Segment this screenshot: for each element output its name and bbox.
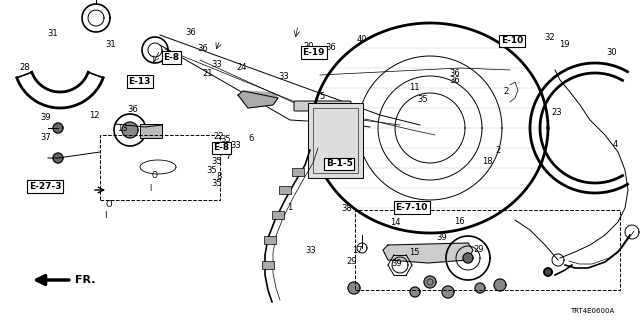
Circle shape [463,253,473,263]
Text: E-19: E-19 [302,48,325,57]
Text: 32: 32 [544,33,554,42]
Text: 38: 38 [342,204,352,213]
Text: I: I [149,183,151,193]
Text: 33: 33 [230,141,241,150]
Text: 8: 8 [216,172,221,181]
Text: E-10: E-10 [501,36,523,45]
Text: 30: 30 [606,48,616,57]
Text: 39: 39 [436,233,447,242]
Text: 35: 35 [220,135,230,144]
Bar [272,211,284,219]
Text: E-8: E-8 [213,143,230,152]
Text: 35: 35 [206,166,216,175]
Text: 36: 36 [326,43,336,52]
Text: 20: 20 [303,42,314,51]
Text: 6: 6 [248,134,253,143]
Polygon shape [383,243,473,263]
Text: FR.: FR. [36,275,95,285]
Text: 35: 35 [211,157,221,166]
Text: 11: 11 [410,83,420,92]
Text: 18: 18 [483,157,493,166]
Bar [355,210,620,290]
Text: 14: 14 [390,218,401,227]
Text: E-27-3: E-27-3 [29,182,61,191]
Bar [140,124,162,138]
Text: 12: 12 [90,111,100,120]
Text: 36: 36 [449,76,460,85]
Text: 39: 39 [392,259,402,268]
Bar [313,108,358,173]
FancyBboxPatch shape [294,101,351,111]
Text: 4: 4 [613,140,618,149]
Bar [292,168,304,176]
Text: 24: 24 [237,63,247,72]
Text: 21: 21 [203,69,213,78]
Text: 36: 36 [128,105,138,114]
Bar [100,135,220,200]
Text: O: O [152,171,158,180]
Text: 2: 2 [495,146,500,155]
Text: 31: 31 [47,29,58,38]
Text: I: I [104,212,107,220]
Text: B-1-5: B-1-5 [326,159,353,168]
Text: 13: 13 [118,124,128,133]
Text: 28: 28 [19,63,29,72]
Bar [279,186,291,194]
Circle shape [348,282,360,294]
Text: 35: 35 [417,95,428,104]
Text: 15: 15 [410,248,420,257]
Circle shape [53,123,63,133]
Text: 36: 36 [449,69,460,78]
Text: 35: 35 [211,179,221,188]
Polygon shape [238,91,278,108]
Circle shape [53,153,63,163]
Text: 17: 17 [352,246,362,255]
Text: 22: 22 [214,132,224,140]
Circle shape [544,268,552,276]
Circle shape [494,279,506,291]
Text: 36: 36 [197,44,207,53]
Circle shape [475,283,485,293]
Text: 2: 2 [503,87,508,96]
Text: 37: 37 [41,133,51,142]
Bar [262,261,274,269]
Text: 33: 33 [278,72,289,81]
Circle shape [424,276,436,288]
Text: 31: 31 [106,40,116,49]
Text: 29: 29 [347,257,357,266]
Text: 33: 33 [211,60,221,68]
Text: 5: 5 [319,92,324,100]
Text: 36: 36 [186,28,196,36]
Text: TRT4E0600A: TRT4E0600A [570,308,614,314]
Text: 40: 40 [356,35,367,44]
Circle shape [122,122,138,138]
Text: E-7-10: E-7-10 [396,203,428,212]
Text: 16: 16 [454,217,465,226]
Text: 23: 23 [552,108,562,116]
Text: 7: 7 [225,152,230,161]
Text: 33: 33 [305,246,316,255]
Bar [308,103,363,178]
Circle shape [410,287,420,297]
Text: 39: 39 [41,113,51,122]
Text: 29: 29 [474,245,484,254]
Text: 1: 1 [287,203,292,212]
Text: O: O [106,200,112,209]
Bar [264,236,276,244]
Circle shape [442,286,454,298]
Text: 19: 19 [559,40,570,49]
Text: E-8: E-8 [163,53,180,62]
Text: E-13: E-13 [129,77,150,86]
